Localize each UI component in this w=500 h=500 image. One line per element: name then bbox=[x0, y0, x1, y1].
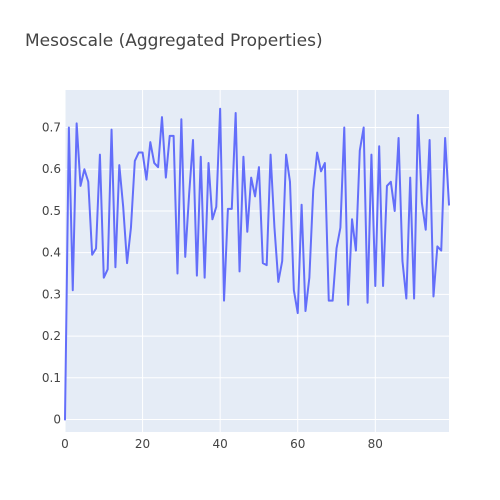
x-tick-label: 0 bbox=[61, 437, 69, 451]
y-tick-label: 0.1 bbox=[42, 371, 61, 385]
x-tick-label: 40 bbox=[213, 437, 228, 451]
y-tick-label: 0.3 bbox=[42, 287, 61, 301]
y-tick-label: 0.5 bbox=[42, 204, 61, 218]
plot-area bbox=[65, 90, 449, 432]
chart-title: Mesoscale (Aggregated Properties) bbox=[25, 31, 323, 51]
series-layer bbox=[64, 107, 450, 421]
y-tick-label: 0.2 bbox=[42, 329, 61, 343]
x-tick-label: 60 bbox=[290, 437, 305, 451]
x-tick-label: 20 bbox=[135, 437, 150, 451]
y-tick-label: 0.4 bbox=[42, 246, 61, 260]
x-tick-label: 80 bbox=[368, 437, 383, 451]
y-tick-label: 0 bbox=[53, 412, 61, 426]
tick-labels: 0 20 40 60 80 0 0.1 0.2 0.3 0.4 0.5 0.6 0.7 bbox=[42, 121, 383, 451]
y-tick-label: 0.6 bbox=[42, 162, 61, 176]
series-line-0 bbox=[64, 107, 450, 421]
y-tick-label: 0.7 bbox=[42, 121, 61, 135]
